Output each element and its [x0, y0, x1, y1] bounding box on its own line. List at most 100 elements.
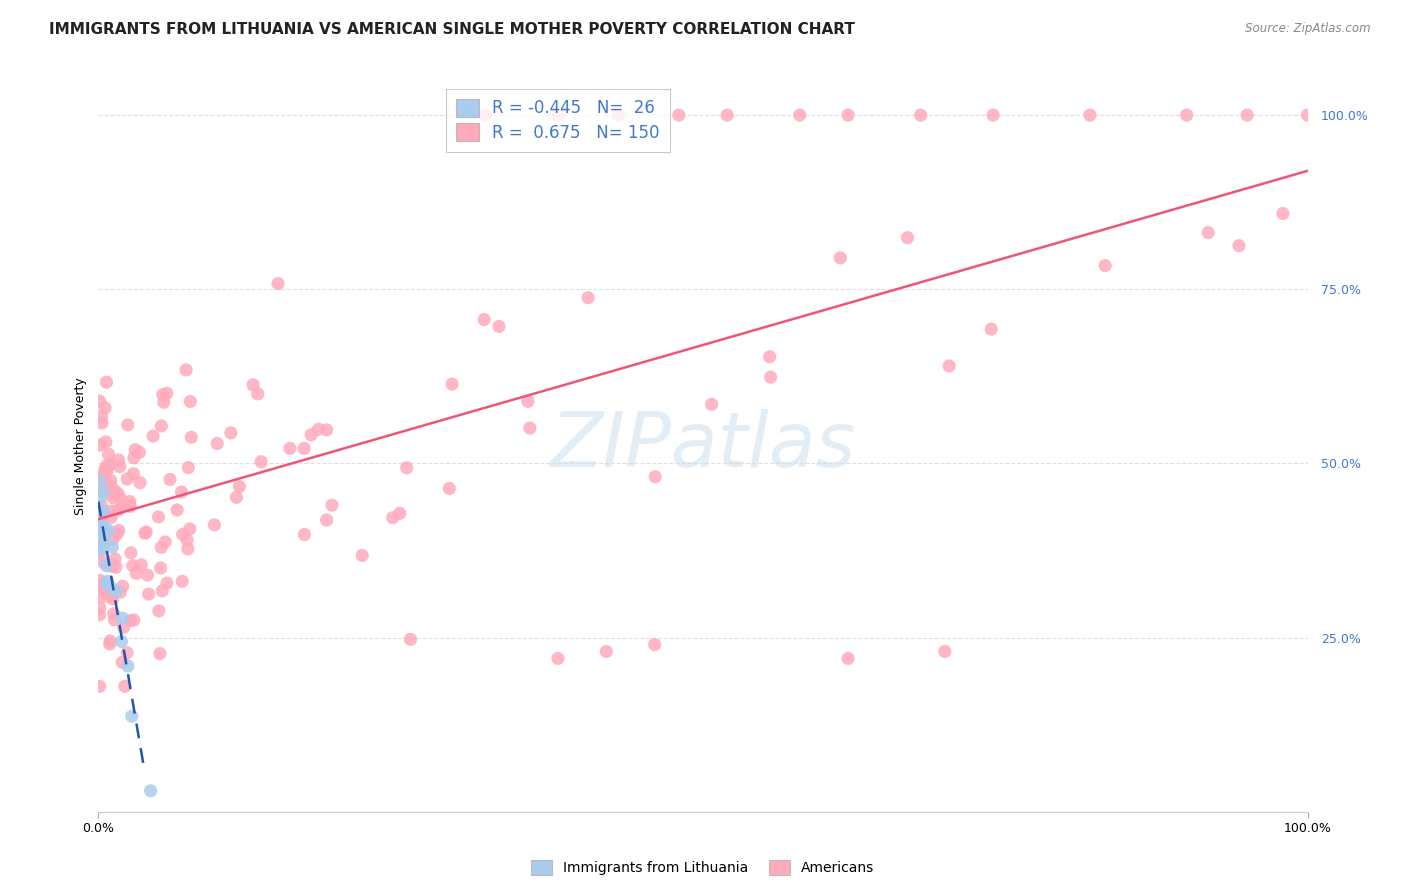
Point: [177, 541, 200, 556]
Point: [91, 541, 114, 555]
Point: [124, 442, 146, 457]
Point: [644, 469, 666, 483]
Point: [89, 483, 111, 498]
Point: [129, 475, 152, 490]
Point: [122, 613, 145, 627]
Point: [759, 370, 782, 384]
Point: [519, 421, 541, 435]
Point: [547, 108, 569, 122]
Point: [399, 632, 422, 647]
Point: [156, 386, 179, 401]
Point: [90, 409, 112, 424]
Point: [89, 470, 111, 484]
Point: [89, 394, 111, 409]
Point: [103, 607, 125, 621]
Point: [149, 647, 172, 661]
Point: [352, 549, 374, 563]
Point: [111, 500, 134, 514]
Point: [439, 482, 461, 496]
Point: [135, 524, 157, 539]
Text: Source: ZipAtlas.com: Source: ZipAtlas.com: [1246, 22, 1371, 36]
Point: [101, 592, 124, 607]
Point: [576, 291, 599, 305]
Point: [89, 574, 111, 588]
Point: [155, 535, 177, 549]
Point: [90, 490, 112, 504]
Point: [89, 600, 111, 615]
Point: [125, 566, 148, 581]
Point: [122, 450, 145, 465]
Point: [94, 435, 117, 450]
Point: [488, 319, 510, 334]
Point: [1094, 259, 1116, 273]
Point: [93, 471, 115, 485]
Point: [91, 485, 114, 500]
Point: [159, 472, 181, 486]
Point: [89, 577, 111, 591]
Point: [103, 613, 125, 627]
Point: [89, 539, 111, 553]
Point: [101, 486, 124, 500]
Point: [179, 394, 201, 409]
Point: [176, 533, 198, 547]
Point: [225, 491, 247, 505]
Point: [96, 558, 118, 573]
Point: [789, 108, 811, 122]
Point: [149, 561, 172, 575]
Point: [896, 230, 918, 244]
Point: [97, 447, 120, 461]
Point: [129, 558, 152, 572]
Point: [179, 522, 201, 536]
Point: [139, 784, 162, 798]
Point: [100, 504, 122, 518]
Point: [117, 659, 139, 673]
Point: [172, 527, 194, 541]
Point: [315, 423, 337, 437]
Point: [98, 458, 121, 472]
Point: [111, 579, 134, 593]
Point: [388, 507, 411, 521]
Point: [97, 524, 120, 538]
Point: [105, 527, 128, 541]
Point: [980, 322, 1002, 336]
Point: [150, 583, 173, 598]
Point: [90, 519, 112, 533]
Point: [1078, 108, 1101, 122]
Point: [89, 438, 111, 452]
Point: [148, 604, 170, 618]
Point: [101, 540, 124, 554]
Point: [91, 416, 114, 430]
Point: [1236, 108, 1258, 122]
Point: [174, 363, 197, 377]
Point: [97, 574, 120, 589]
Point: [101, 590, 124, 604]
Point: [299, 427, 322, 442]
Point: [110, 491, 132, 506]
Y-axis label: Single Mother Poverty: Single Mother Poverty: [75, 377, 87, 515]
Point: [292, 442, 315, 456]
Point: [837, 651, 859, 665]
Point: [716, 108, 738, 122]
Point: [100, 478, 122, 492]
Legend: R = -0.445   N=  26, R =  0.675   N= 150: R = -0.445 N= 26, R = 0.675 N= 150: [446, 88, 671, 152]
Point: [837, 108, 859, 122]
Point: [934, 644, 956, 658]
Point: [278, 442, 301, 456]
Point: [607, 108, 630, 122]
Point: [91, 522, 114, 536]
Point: [207, 436, 229, 450]
Point: [150, 419, 173, 434]
Point: [93, 534, 115, 549]
Point: [547, 651, 569, 665]
Point: [136, 568, 159, 582]
Point: [98, 637, 121, 651]
Point: [89, 679, 111, 693]
Point: [152, 387, 174, 401]
Legend: Immigrants from Lithuania, Americans: Immigrants from Lithuania, Americans: [526, 855, 880, 880]
Point: [94, 479, 117, 493]
Point: [90, 520, 112, 534]
Point: [120, 546, 142, 560]
Point: [96, 577, 118, 591]
Point: [107, 486, 129, 500]
Point: [111, 611, 134, 625]
